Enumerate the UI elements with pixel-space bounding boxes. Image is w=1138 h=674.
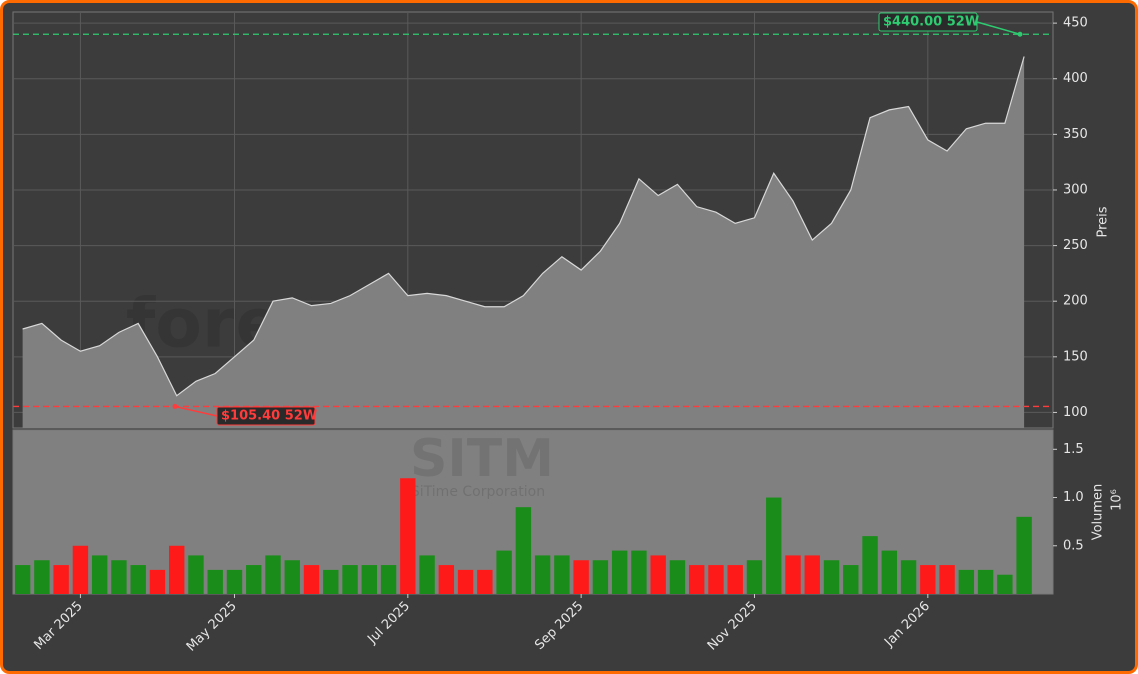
volume-bar — [785, 555, 801, 594]
y-tick-label: 400 — [1063, 71, 1088, 86]
volume-bar — [284, 560, 300, 594]
volume-bar — [573, 560, 589, 594]
y-axis-label: Preis — [1096, 206, 1111, 237]
y-tick-label: 1.0 — [1063, 490, 1084, 505]
volume-bar — [361, 565, 377, 594]
volume-bar — [669, 560, 686, 594]
price-line — [22, 56, 1025, 397]
volume-bar — [611, 550, 628, 594]
volume-bar — [34, 560, 50, 594]
volume-bar — [939, 565, 955, 594]
volume-bar — [53, 565, 69, 594]
y-tick-label: 250 — [1063, 238, 1088, 253]
high_52w-label: $440.00 52W — [883, 15, 979, 30]
volume-bar — [554, 555, 570, 594]
volume-bar — [323, 569, 339, 594]
y-axis-label: Volumen — [1091, 484, 1106, 541]
watermark-ticker: SITM — [410, 429, 554, 489]
y-axis-exponent: 10⁶ — [1110, 489, 1125, 511]
volume-bar — [477, 569, 493, 594]
volume-bar — [804, 555, 820, 594]
volume-bar — [708, 565, 724, 594]
volume-bar — [111, 560, 127, 594]
high_52w-arrow — [976, 21, 1021, 35]
volume-bar — [823, 560, 840, 594]
volume-bar — [650, 555, 666, 594]
volume-bar — [419, 555, 435, 594]
volume-bar — [592, 560, 609, 594]
volume-bar — [900, 560, 917, 594]
volume-bar — [265, 555, 281, 594]
volume-bar — [246, 565, 262, 594]
volume-bar — [881, 550, 897, 594]
y-tick-label: 450 — [1063, 16, 1088, 31]
volume-bar — [515, 507, 532, 594]
volume-bar — [457, 569, 474, 594]
volume-bar — [766, 497, 782, 594]
volume-bar — [207, 569, 223, 594]
volume-bar — [149, 569, 166, 594]
y-tick-label: 100 — [1063, 405, 1088, 420]
volume-bar — [130, 565, 146, 594]
volume-bar — [380, 565, 397, 594]
volume-bar — [746, 560, 763, 594]
volume-bar — [496, 550, 512, 594]
volume-bar — [438, 565, 455, 594]
volume-bar — [977, 569, 994, 594]
low_52w-arrow-head — [172, 403, 178, 409]
volume-bar — [14, 565, 31, 594]
volume-bar — [843, 565, 859, 594]
volume-bar — [920, 565, 936, 594]
volume-bar — [1016, 516, 1032, 594]
volume-bar — [534, 555, 551, 594]
volume-bar — [342, 565, 358, 594]
price-area — [22, 56, 1025, 429]
y-tick-label: 300 — [1063, 182, 1088, 197]
volume-bar — [72, 545, 89, 594]
y-tick-label: 200 — [1063, 294, 1088, 309]
volume-bar — [862, 536, 878, 594]
low_52w-label: $105.40 52W — [221, 409, 317, 424]
volume-bar — [727, 565, 743, 594]
volume-bar — [997, 574, 1013, 594]
y-tick-label: 150 — [1063, 349, 1088, 364]
volume-bar — [188, 555, 204, 594]
volume-bar — [303, 565, 320, 594]
watermark-company: SiTime Corporation — [411, 484, 545, 500]
low_52w-arrow — [174, 405, 218, 417]
volume-bar — [689, 565, 705, 594]
volume-bar — [631, 550, 647, 594]
y-tick-label: 0.5 — [1063, 538, 1084, 553]
y-tick-label: 350 — [1063, 127, 1088, 142]
volume-bar — [169, 545, 185, 594]
volume-bar — [958, 569, 975, 594]
high_52w-arrow-head — [1017, 31, 1023, 37]
volume-panel — [12, 429, 1054, 595]
volume-bar — [226, 569, 243, 594]
y-tick-label: 1.5 — [1063, 442, 1084, 457]
volume-bar — [400, 478, 416, 594]
volume-bar — [91, 555, 108, 594]
